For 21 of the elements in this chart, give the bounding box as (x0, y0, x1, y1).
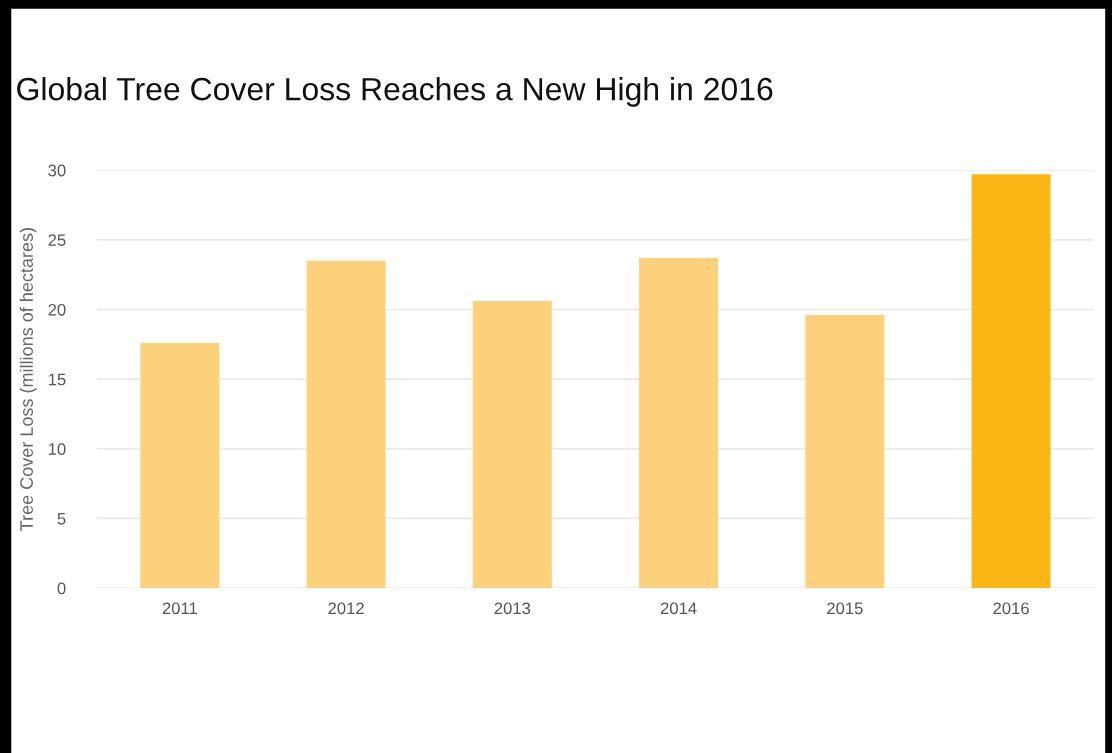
bar (140, 342, 220, 589)
x-tick-label: 2015 (827, 602, 863, 615)
x-tick-label: 2016 (993, 602, 1029, 615)
x-tick-label: 2014 (660, 602, 697, 615)
x-tick-label: 2012 (328, 602, 364, 615)
y-tick-label: 25 (48, 234, 66, 247)
y-tick-label: 15 (48, 373, 66, 386)
bar (805, 315, 885, 589)
x-tick-label: 2011 (162, 602, 197, 615)
chart-title: Global Tree Cover Loss Reaches a New High in 2016 (17, 76, 773, 107)
bar (472, 301, 552, 589)
y-tick-label: 10 (48, 443, 66, 455)
y-tick-label: 0 (57, 582, 66, 595)
y-tick-label: 20 (48, 303, 66, 316)
bar (639, 257, 719, 589)
bar (306, 260, 386, 589)
bar (971, 174, 1051, 589)
y-tick-label: 30 (48, 164, 66, 177)
y-tick-label: 5 (57, 513, 66, 525)
x-tick-label: 2013 (494, 602, 531, 615)
y-axis-title: Tree Cover Loss (millions of hectares) (19, 228, 37, 531)
